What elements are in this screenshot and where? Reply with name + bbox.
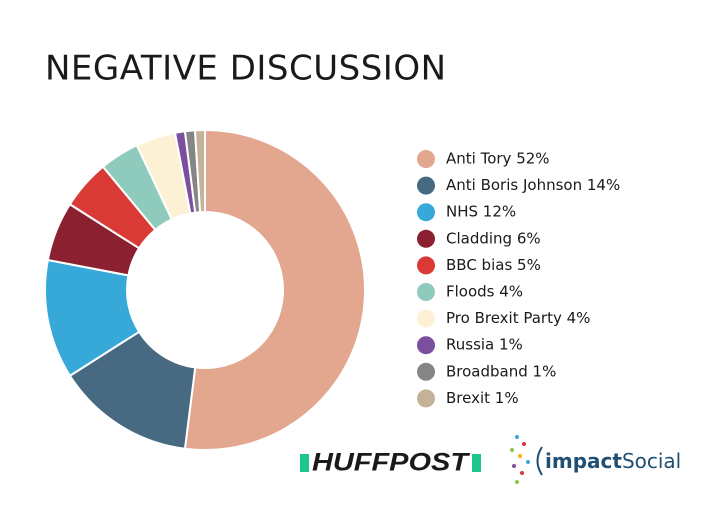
logo-dot bbox=[518, 454, 522, 458]
impact-text: impact bbox=[545, 449, 622, 473]
legend-label: Floods 4% bbox=[446, 283, 523, 301]
legend-swatch bbox=[417, 362, 435, 381]
legend-swatch bbox=[417, 309, 435, 328]
huffpost-logo: HUFFPOST bbox=[300, 449, 481, 477]
logo-dot bbox=[520, 471, 524, 475]
logo-dot bbox=[510, 448, 514, 452]
donut-slice bbox=[193, 128, 206, 214]
legend-label: Anti Boris Johnson 14% bbox=[446, 176, 620, 194]
huffpost-text: HUFFPOST bbox=[312, 449, 471, 477]
logo-dot bbox=[515, 480, 519, 484]
logo-dot bbox=[512, 464, 516, 468]
legend-label: BBC bias 5% bbox=[446, 256, 541, 274]
logo-bar bbox=[300, 454, 309, 472]
legend-swatch bbox=[417, 229, 435, 248]
legend-label: Pro Brexit Party 4% bbox=[446, 309, 590, 327]
legend-swatch bbox=[417, 336, 435, 355]
logo-dot bbox=[522, 442, 526, 446]
logo-bar bbox=[472, 454, 481, 472]
legend-label: Broadband 1% bbox=[446, 362, 556, 380]
legend-swatch bbox=[417, 150, 435, 168]
legend-label: NHS 12% bbox=[446, 203, 516, 221]
logo-dot bbox=[515, 435, 519, 439]
legend-swatch bbox=[417, 256, 435, 275]
legend-swatch bbox=[417, 203, 435, 222]
social-text: Social bbox=[622, 449, 681, 473]
logo-dot bbox=[526, 460, 530, 464]
legend-label: Anti Tory 52% bbox=[446, 150, 550, 168]
chart-title: NEGATIVE DISCUSSION bbox=[45, 49, 447, 89]
impact-social-logo: impactSocial bbox=[510, 435, 681, 484]
legend-label: Cladding 6% bbox=[446, 229, 541, 247]
impact-social-text: impactSocial bbox=[545, 449, 681, 473]
logo-bracket bbox=[536, 446, 543, 476]
donut-slice bbox=[183, 128, 367, 451]
legend-swatch bbox=[417, 283, 435, 301]
legend-label: Russia 1% bbox=[446, 336, 523, 354]
legend-label: Brexit 1% bbox=[446, 389, 519, 407]
legend-swatch bbox=[417, 389, 435, 408]
legend-swatch bbox=[417, 176, 435, 195]
